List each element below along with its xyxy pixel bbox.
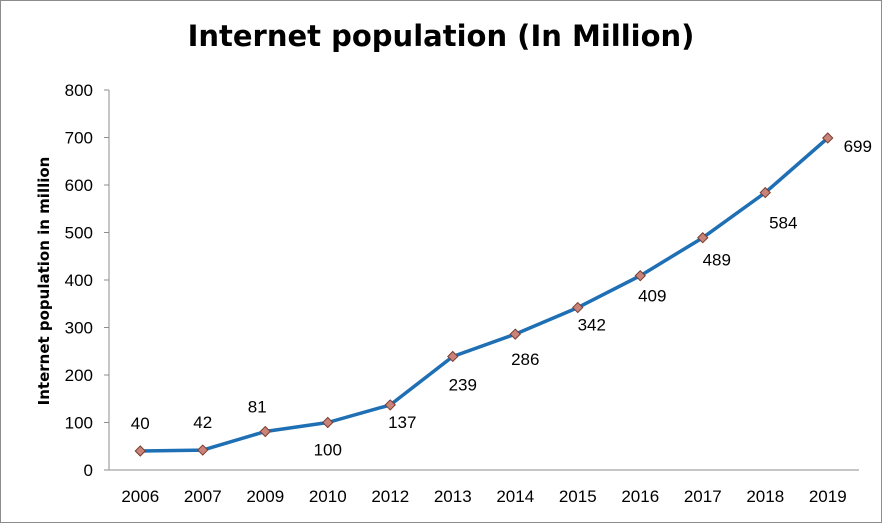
data-point-marker	[759, 186, 771, 199]
data-label: 699	[844, 137, 872, 156]
data-label: 137	[388, 413, 416, 432]
x-tick-label: 2012	[371, 487, 409, 506]
data-point-marker	[634, 270, 646, 282]
data-label: 42	[193, 413, 212, 432]
y-tick-label: 200	[65, 366, 93, 385]
x-tick-label: 2019	[809, 487, 847, 506]
y-tick-label: 300	[65, 319, 93, 338]
data-point-marker	[447, 350, 459, 363]
chart-title: Internet population (In Million)	[187, 19, 695, 53]
data-point-marker	[509, 328, 521, 340]
data-label: 40	[131, 414, 150, 433]
data-label: 409	[638, 287, 666, 306]
data-point-marker	[572, 301, 584, 314]
y-axis-label: Internet population in million	[35, 157, 53, 406]
x-tick-label: 2013	[434, 487, 472, 506]
y-tick-label: 0	[84, 461, 93, 480]
x-tick-label: 2017	[684, 487, 722, 506]
x-tick-label: 2010	[309, 487, 347, 506]
x-tick-label: 2018	[746, 487, 784, 506]
x-tick-label: 2006	[121, 487, 159, 506]
data-label: 342	[578, 316, 606, 335]
data-label: 286	[511, 350, 539, 369]
data-point-marker	[197, 444, 209, 456]
y-tick-label: 500	[65, 224, 93, 243]
x-tick-label: 2016	[621, 487, 659, 506]
series-line	[140, 136, 829, 453]
plot-area: 0 100 200 300 400 500 600 700 800 2006 2007 2009 201…	[65, 81, 872, 506]
data-label: 489	[703, 251, 731, 270]
y-tick-label: 100	[65, 414, 93, 433]
data-label: 100	[314, 441, 342, 460]
x-tick-label: 2014	[496, 487, 534, 506]
data-point-marker	[134, 445, 146, 457]
data-label: 81	[248, 398, 267, 417]
y-tick-label: 700	[65, 129, 93, 148]
data-point-marker	[697, 232, 709, 244]
y-tick-label: 400	[65, 271, 93, 290]
data-point-marker	[822, 132, 834, 144]
data-label: 239	[449, 375, 477, 394]
data-point-marker	[322, 416, 334, 429]
x-tick-label: 2009	[246, 487, 284, 506]
data-point-marker	[259, 425, 271, 438]
x-tick-label: 2015	[559, 487, 597, 506]
x-tick-label: 2007	[184, 487, 222, 506]
y-tick-label: 800	[65, 81, 93, 100]
y-tick-label: 600	[65, 176, 93, 195]
data-label: 584	[769, 214, 797, 233]
data-point-marker	[384, 399, 396, 411]
